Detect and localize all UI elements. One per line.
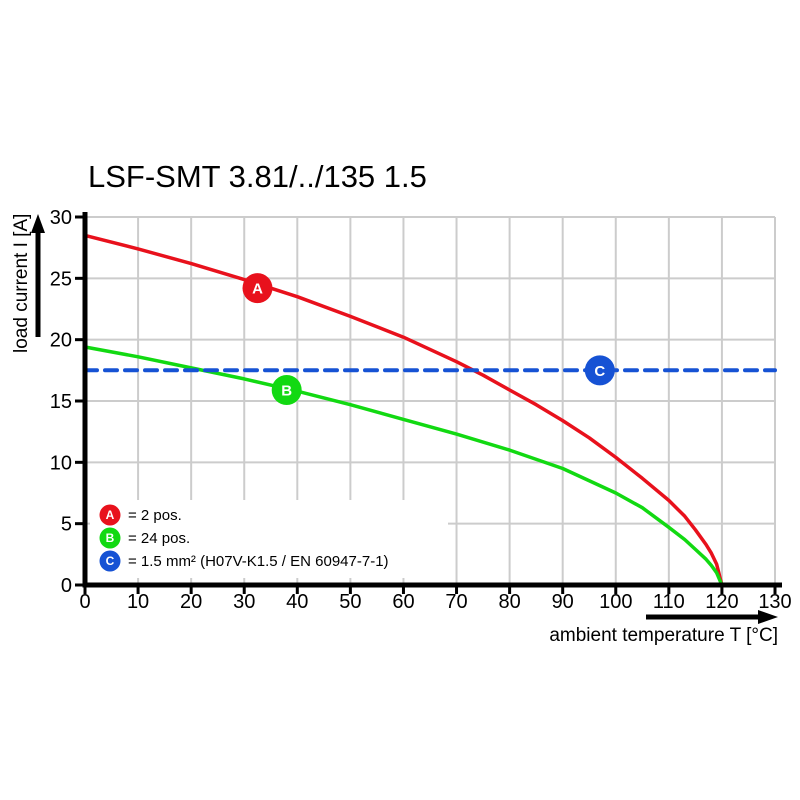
curve-B [83, 345, 724, 587]
y-tick-label: 20 [50, 330, 72, 352]
x-tick-label: 120 [705, 591, 738, 613]
marker-circle-A [242, 273, 273, 304]
marker-circle-C [584, 355, 615, 386]
x-tick-label: 110 [653, 591, 685, 613]
legend-label-A: = 2 pos. [128, 507, 182, 524]
legend-background [90, 500, 448, 578]
y-tick-label: 30 [50, 207, 72, 229]
marker-circle-B [271, 374, 302, 405]
x-axis-label-group: ambient temperature T [°C] [549, 610, 778, 646]
y-tick-label: 5 [61, 514, 72, 536]
y-axis-label-group: load current I [A] [11, 214, 45, 353]
chart-generated-content: 0 5 10 15 20 25 30 0 10 20 30 40 50 60 70 80 90 100 110 120… [50, 207, 792, 613]
marker-B: B [271, 374, 302, 405]
x-tick-label: 90 [552, 591, 574, 613]
legend-item-B: B = 24 pos. [99, 527, 190, 549]
marker-C: C [584, 355, 615, 386]
x-tick-label: 60 [392, 591, 414, 613]
y-tick-label: 10 [50, 452, 72, 474]
x-tick-label: 80 [498, 591, 520, 613]
x-tick-label: 50 [339, 591, 361, 613]
legend-item-A: A = 2 pos. [99, 504, 182, 526]
x-axis-arrowhead-icon [758, 610, 778, 624]
marker-letter-B: B [281, 382, 292, 399]
marker-A: A [242, 273, 273, 304]
x-tick-label: 100 [599, 591, 632, 613]
legend-marker-letter-A: A [106, 508, 115, 522]
x-tick-label: 130 [758, 591, 791, 613]
y-tick-label: 0 [61, 575, 72, 597]
chart-title: LSF-SMT 3.81/../135 1.5 [88, 159, 427, 194]
x-tick-label: 70 [445, 591, 467, 613]
y-tick-label: 15 [50, 391, 72, 413]
legend-marker-letter-C: C [106, 554, 115, 568]
x-axis-label: ambient temperature T [°C] [549, 625, 778, 646]
legend: A = 2 pos. B = 24 pos. C = 1.5 mm² (H07V-K1.5… [90, 500, 448, 578]
y-axis-arrowhead-icon [31, 214, 45, 233]
y-tick-label: 25 [50, 268, 72, 290]
legend-marker-A-icon [99, 504, 121, 526]
x-tick-label: 10 [127, 591, 149, 613]
x-tick-label: 0 [79, 591, 90, 613]
legend-marker-B-icon [99, 527, 121, 549]
marker-letter-C: C [594, 363, 605, 380]
x-tick-label: 30 [233, 591, 255, 613]
y-axis-label: load current I [A] [11, 214, 32, 353]
x-tick-label: 40 [286, 591, 308, 613]
legend-label-B: = 24 pos. [128, 530, 190, 547]
x-tick-label: 20 [180, 591, 202, 613]
marker-letter-A: A [252, 281, 263, 298]
legend-marker-letter-B: B [106, 531, 115, 545]
legend-label-C: = 1.5 mm² (H07V-K1.5 / EN 60947-7-1) [128, 553, 389, 570]
legend-marker-C-icon [99, 550, 121, 572]
legend-item-C: C = 1.5 mm² (H07V-K1.5 / EN 60947-7-1) [99, 550, 389, 572]
